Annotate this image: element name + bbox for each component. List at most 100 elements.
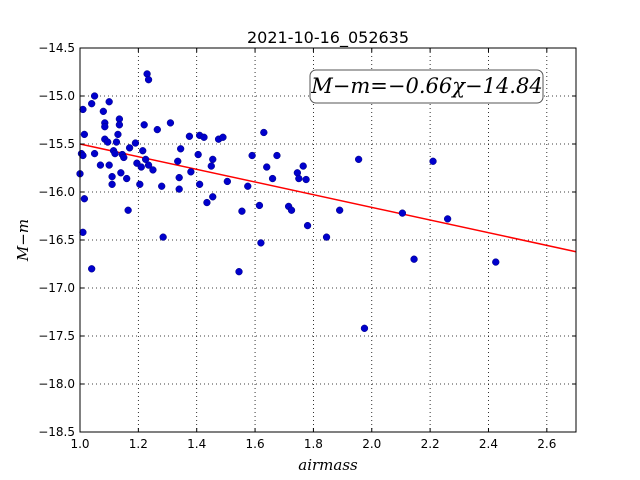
data-point <box>104 138 112 146</box>
data-point <box>255 201 264 210</box>
data-point <box>219 133 227 141</box>
data-point <box>174 157 182 165</box>
data-point <box>185 132 194 140</box>
data-point <box>140 121 148 129</box>
y-tick-label: −15.0 <box>38 89 75 103</box>
data-point <box>144 76 153 84</box>
data-point <box>209 193 217 201</box>
y-tick-label: −18.5 <box>38 425 75 439</box>
data-point <box>79 105 87 114</box>
y-tick-label: −17.5 <box>38 329 75 343</box>
fit-equation: M−m=−0.66χ−14.84 <box>310 74 542 98</box>
x-tick-label: 2.4 <box>479 437 498 451</box>
data-point <box>115 121 124 129</box>
data-point <box>159 233 167 241</box>
data-point <box>101 123 109 131</box>
x-tick-label: 2.2 <box>421 437 440 451</box>
data-point <box>200 133 208 141</box>
data-point <box>124 206 132 214</box>
data-point <box>492 258 500 266</box>
data-point <box>90 149 99 158</box>
x-tick-label: 1.2 <box>129 437 148 451</box>
data-point <box>238 207 246 215</box>
data-point <box>105 98 113 106</box>
y-axis-label: M−m <box>14 219 32 262</box>
data-point <box>158 182 166 190</box>
data-point <box>257 239 265 247</box>
data-point <box>287 206 296 214</box>
data-point <box>295 174 303 183</box>
data-point <box>263 163 271 171</box>
data-point <box>79 151 87 160</box>
data-point <box>322 233 331 241</box>
data-point <box>120 153 128 162</box>
data-point <box>209 155 217 164</box>
data-point <box>398 209 407 217</box>
data-point <box>260 128 268 137</box>
data-point <box>175 173 183 182</box>
data-point <box>149 166 157 174</box>
annotation-box <box>309 69 544 104</box>
data-point <box>79 228 87 236</box>
data-point <box>112 138 121 146</box>
x-tick-label: 1.0 <box>70 437 89 451</box>
data-point <box>131 139 140 147</box>
data-point <box>139 147 147 155</box>
x-tick-label: 2.0 <box>362 437 381 451</box>
x-tick-label: 1.6 <box>246 437 265 451</box>
data-point <box>248 151 256 160</box>
y-tick-label: −14.5 <box>38 41 75 55</box>
data-point <box>268 174 277 183</box>
data-point <box>443 215 452 223</box>
data-point <box>153 125 161 134</box>
fit-annotation: M−m=−0.66χ−14.84 <box>309 69 544 104</box>
data-point <box>96 161 105 169</box>
x-tick-label: 2.6 <box>537 437 556 451</box>
y-tick-label: −16.0 <box>38 185 75 199</box>
data-point <box>302 175 310 184</box>
data-point <box>177 145 185 153</box>
data-point <box>175 185 183 193</box>
data-point <box>80 130 89 139</box>
data-point <box>235 268 243 276</box>
y-tick-label: −17.0 <box>38 281 75 295</box>
data-points <box>76 70 500 332</box>
data-point <box>223 177 231 186</box>
data-point <box>108 180 116 188</box>
data-point <box>166 119 175 127</box>
data-point <box>123 174 131 183</box>
data-point <box>336 206 344 214</box>
y-tick-label: −15.5 <box>38 137 75 151</box>
data-point <box>144 161 153 169</box>
data-point <box>303 221 312 230</box>
data-point <box>244 182 252 190</box>
data-point <box>88 100 96 108</box>
data-point <box>299 162 307 170</box>
y-tick-label: −18.0 <box>38 377 75 391</box>
data-point <box>194 150 202 159</box>
x-tick-label: 1.4 <box>187 437 206 451</box>
axis-ticks: 1.0 1.2 1.4 1.6 1.8 2.0 2.2 2.4 2.6 −14.5 −15.0 −15… <box>38 41 576 451</box>
data-point <box>410 255 418 263</box>
data-point <box>207 162 215 170</box>
data-point <box>99 107 107 116</box>
data-point <box>429 157 437 165</box>
x-tick-label: 1.8 <box>304 437 323 451</box>
data-point <box>203 198 211 207</box>
data-point <box>108 172 116 181</box>
chart-title: 2021-10-16_052635 <box>247 28 409 48</box>
data-point <box>111 149 119 158</box>
data-point <box>141 155 150 164</box>
y-tick-label: −16.5 <box>38 233 75 247</box>
fit-line-layer <box>79 143 577 253</box>
data-point <box>117 169 125 177</box>
data-point <box>114 130 122 139</box>
data-point <box>105 161 113 169</box>
data-point <box>187 168 195 176</box>
data-point <box>80 195 89 203</box>
data-point <box>90 92 99 100</box>
x-axis-label: airmass <box>298 456 358 474</box>
data-point <box>125 144 134 152</box>
data-point <box>88 265 96 273</box>
data-point <box>273 151 281 160</box>
